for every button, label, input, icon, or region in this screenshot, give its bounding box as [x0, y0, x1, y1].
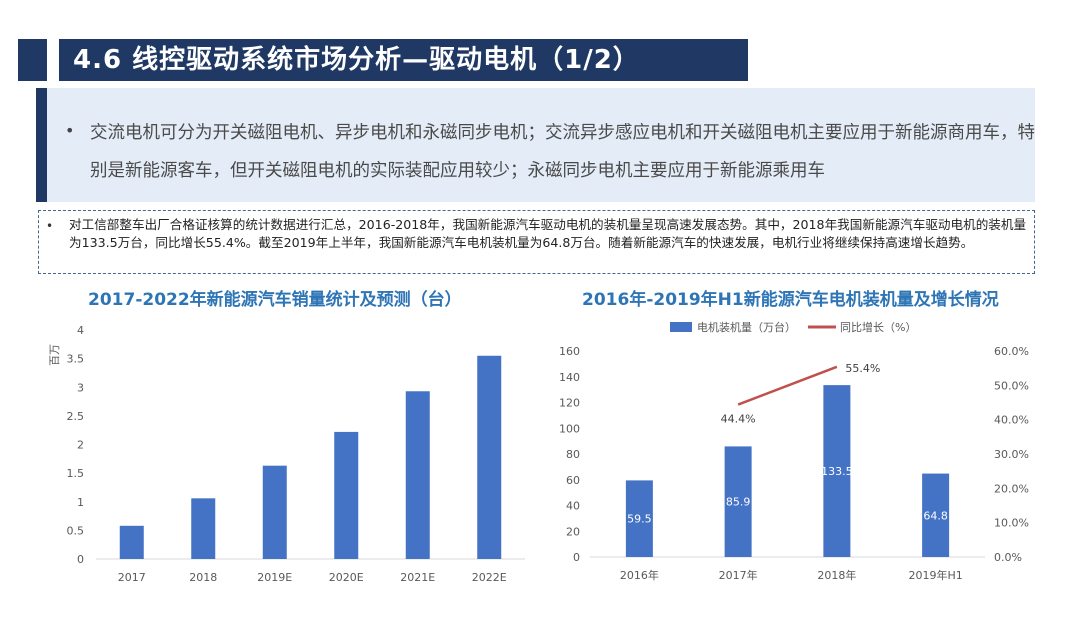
x-tick-label: 2018	[189, 571, 217, 584]
y-tick-label: 2	[77, 439, 84, 452]
y2-tick-label: 20.0%	[994, 482, 1029, 495]
y-tick-label: 0	[77, 553, 84, 566]
x-tick-label: 2020E	[329, 571, 364, 584]
legend-bar-swatch	[670, 322, 692, 332]
motor-bar	[823, 385, 851, 557]
y-tick-label: 140	[559, 371, 580, 384]
y-tick-label: 3	[77, 381, 84, 394]
y-tick-label: 1.5	[67, 467, 85, 480]
y-tick-label: 100	[559, 422, 580, 435]
y2-tick-label: 60.0%	[994, 345, 1029, 358]
x-tick-label: 2016年	[620, 568, 659, 582]
x-tick-label: 2021E	[400, 571, 435, 584]
y-tick-label: 40	[566, 500, 580, 513]
y-tick-label: 3.5	[67, 353, 85, 366]
y2-tick-label: 0.0%	[994, 551, 1022, 564]
sales-bar	[334, 431, 359, 559]
y-tick-label: 0	[573, 551, 580, 564]
motor-bar	[625, 480, 653, 557]
growth-line	[737, 365, 838, 406]
note-bullet: •	[46, 219, 54, 233]
y-tick-label: 60	[566, 474, 580, 487]
bar-data-label: 133.5	[821, 465, 853, 478]
y-axis-label: 百万	[48, 344, 61, 366]
title-accent-block	[18, 39, 47, 81]
x-tick-label: 2019E	[257, 571, 292, 584]
x-tick-label: 2019年H1	[908, 568, 962, 582]
sales-bar	[191, 498, 216, 559]
motor-chart-title: 2016年-2019年H1新能源汽车电机装机量及增长情况	[582, 290, 999, 310]
y2-tick-label: 10.0%	[994, 517, 1029, 530]
y2-tick-label: 50.0%	[994, 379, 1029, 392]
summary-text: 交流电机可分为开关磁阻电机、异步电机和永磁同步电机；交流异步感应电机和开关磁阻电…	[90, 123, 1035, 181]
page-title: 4.6 线控驱动系统市场分析—驱动电机（1/2）	[59, 39, 748, 81]
y-tick-label: 0.5	[67, 524, 85, 537]
sales-bar	[119, 525, 144, 559]
x-tick-label: 2017	[118, 571, 146, 584]
summary-box: • 交流电机可分为开关磁阻电机、异步电机和永磁同步电机；交流异步感应电机和开关磁…	[36, 88, 1035, 202]
note-text: 对工信部整车出厂合格证核算的统计数据进行汇总，2016-2018年，我国新能源汽…	[69, 217, 1027, 250]
bar-data-label: 64.8	[923, 509, 948, 522]
sales-chart-title: 2017-2022年新能源汽车销量统计及预测（台）	[88, 290, 462, 310]
line-data-label: 44.4%	[721, 413, 756, 426]
sales-bar	[405, 391, 430, 559]
x-tick-label: 2018年	[817, 568, 856, 582]
y2-tick-label: 30.0%	[994, 448, 1029, 461]
line-data-label: 55.4%	[845, 362, 880, 375]
y-tick-label: 2.5	[67, 410, 85, 423]
sales-bar	[477, 355, 502, 559]
summary-bullet: •	[65, 121, 75, 140]
y-tick-label: 160	[559, 345, 580, 358]
legend-line-label: 同比增长（%）	[840, 320, 916, 334]
legend-bar-label: 电机装机量（万台）	[697, 320, 796, 334]
sales-bar	[262, 465, 287, 559]
x-tick-label: 2017年	[719, 568, 758, 582]
y-tick-label: 1	[77, 496, 84, 509]
y-tick-label: 20	[566, 525, 580, 538]
y2-tick-label: 40.0%	[994, 414, 1029, 427]
x-tick-label: 2022E	[472, 571, 507, 584]
motor-bar	[724, 446, 752, 557]
motor-bar	[922, 473, 950, 557]
bar-data-label: 59.5	[627, 513, 652, 526]
y-tick-label: 4	[77, 324, 84, 337]
note-box: • 对工信部整车出厂合格证核算的统计数据进行汇总，2016-2018年，我国新能…	[38, 210, 1035, 274]
y-tick-label: 120	[559, 397, 580, 410]
y-tick-label: 80	[566, 448, 580, 461]
bar-data-label: 85.9	[726, 496, 751, 509]
